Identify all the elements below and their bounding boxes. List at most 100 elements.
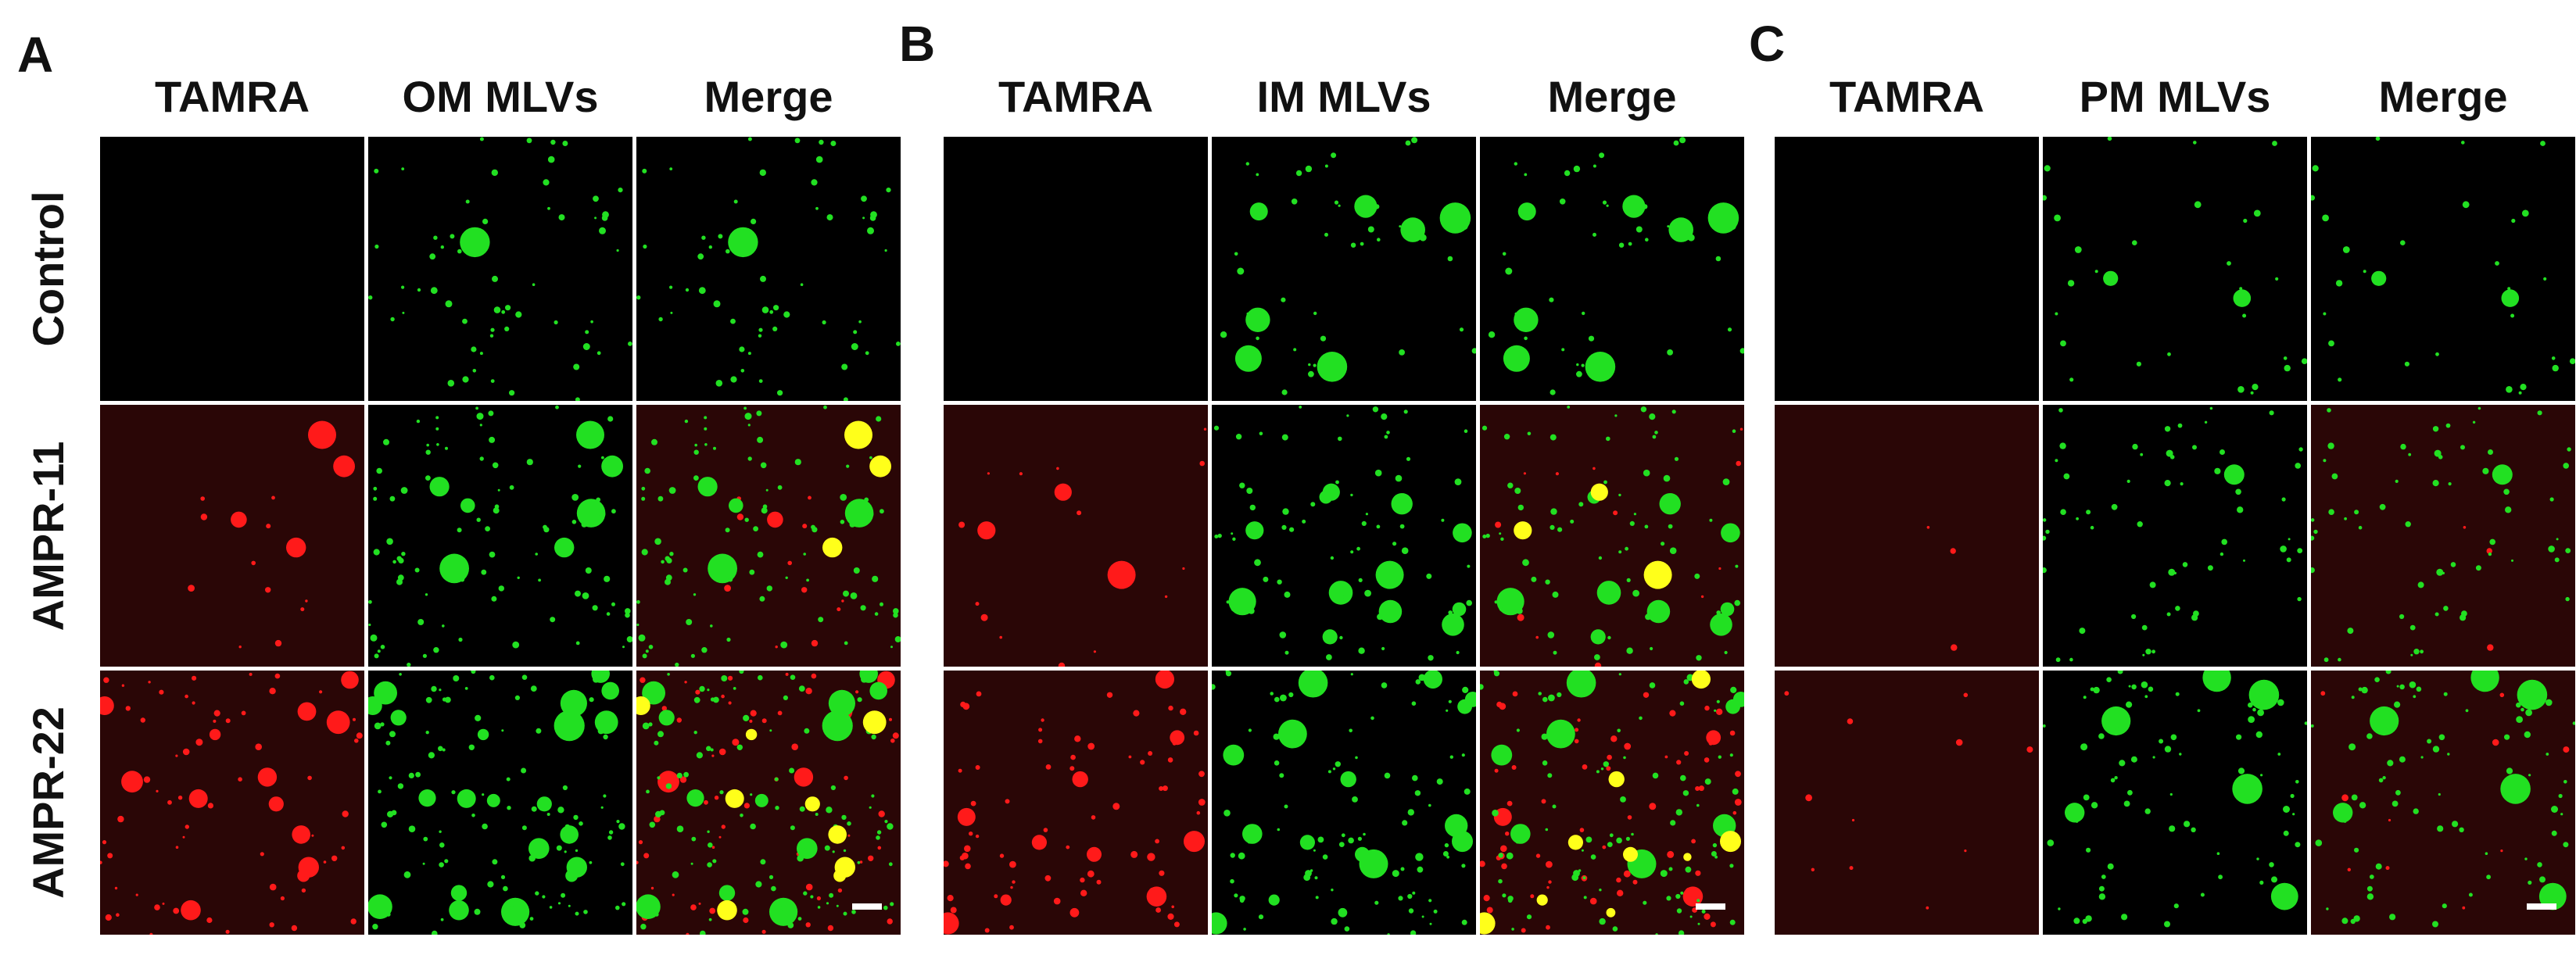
mlv-spot — [1338, 436, 1342, 442]
mlv-spot — [1230, 878, 1234, 884]
mlv-spot — [487, 881, 494, 888]
mlv-spot — [2216, 852, 2220, 855]
mlv-spot — [2283, 356, 2288, 360]
mlv-spot — [436, 443, 439, 446]
micrograph — [2311, 405, 2575, 667]
mlv-spot — [1358, 578, 1363, 582]
mlv-spot — [2269, 682, 2273, 687]
tamra-spot — [721, 824, 726, 829]
mlv-spot — [1277, 579, 1282, 585]
tamra-spot — [308, 420, 336, 449]
tamra-spot — [2026, 746, 2033, 753]
mlv-spot — [1313, 311, 1317, 316]
mlv-spot — [1632, 589, 1639, 597]
colocalized-spot — [869, 455, 891, 478]
mlv-spot — [2221, 538, 2227, 545]
tamra-spot — [1708, 741, 1713, 746]
mlv-spot — [1683, 679, 1689, 685]
mlv-spot — [1492, 810, 1499, 817]
mlv-spot — [2123, 800, 2130, 807]
mlv-spot — [636, 894, 661, 919]
tamra-spot — [1167, 913, 1174, 920]
mlv-spot — [529, 917, 534, 921]
tamra-spot — [805, 922, 811, 928]
mlv-spot — [2184, 821, 2191, 828]
mlv-spot — [1245, 521, 1264, 540]
tamra-spot — [1494, 768, 1499, 773]
mlv-spot — [2556, 538, 2559, 541]
tamra-spot — [225, 718, 231, 724]
mlv-spot — [2558, 793, 2563, 799]
mlv-spot — [1673, 140, 1679, 146]
mlv-spot — [2257, 709, 2264, 717]
mlv-spot — [849, 521, 855, 528]
mlv-spot — [2537, 410, 2542, 416]
mlv-spot — [1482, 535, 1487, 538]
mlv-spot — [2548, 545, 2555, 553]
mlv-spot — [622, 902, 626, 907]
mlv-spot — [575, 590, 581, 597]
tamra-spot — [1735, 771, 1741, 778]
mlv-spot — [739, 671, 744, 674]
mlv-spot — [501, 897, 530, 926]
mlv-spot — [390, 710, 407, 726]
mlv-spot — [851, 910, 856, 914]
image-tile-merge-ampr-11 — [2311, 405, 2575, 667]
tamra-spot — [1546, 860, 1553, 868]
mlv-spot — [2347, 628, 2354, 635]
mlv-spot — [2331, 473, 2338, 480]
mlv-spot — [374, 244, 379, 249]
micrograph — [2311, 671, 2575, 935]
mlv-spot — [2506, 386, 2513, 393]
mlv-spot — [1377, 613, 1384, 621]
mlv-spot — [1710, 613, 1732, 636]
mlv-spot — [1545, 579, 1550, 585]
tamra-spot — [750, 710, 757, 717]
mlv-spot — [636, 599, 640, 604]
mlv-spot — [2366, 885, 2373, 892]
mlv-spot — [1678, 930, 1685, 935]
mlv-spot — [2054, 214, 2061, 222]
mlv-spot — [693, 593, 697, 596]
tamra-spot — [1710, 921, 1716, 928]
mlv-spot — [402, 311, 405, 314]
mlv-spot — [2292, 813, 2295, 816]
mlv-spot — [1370, 716, 1374, 721]
mlv-spot — [2107, 863, 2114, 870]
mlv-spot — [493, 507, 500, 514]
tamra-spot — [1784, 691, 1790, 696]
mlv-spot — [828, 689, 855, 717]
mlv-spot — [642, 168, 647, 173]
tamra-spot — [167, 799, 172, 805]
mlv-spot — [2389, 914, 2396, 921]
tamra-spot — [1107, 560, 1136, 589]
mlv-spot — [777, 907, 783, 912]
mlv-spot — [2506, 767, 2513, 774]
mlv-spot — [1279, 773, 1284, 778]
tamra-spot — [711, 754, 715, 757]
mlv-spot — [489, 436, 496, 443]
mlv-spot — [2280, 545, 2287, 553]
mlv-spot — [672, 871, 679, 878]
mlv-spot — [616, 820, 620, 824]
mlv-spot — [2311, 195, 2315, 201]
mlv-spot — [2399, 756, 2406, 763]
mlv-spot — [2394, 701, 2401, 708]
mlv-spot — [749, 569, 755, 575]
mlv-spot — [1502, 893, 1507, 898]
mlv-spot — [2227, 261, 2231, 266]
mlv-spot — [794, 138, 801, 144]
mlv-spot — [1395, 474, 1403, 482]
mlv-spot — [1412, 891, 1416, 895]
mlv-spot — [2286, 557, 2291, 563]
tamra-spot — [736, 513, 744, 520]
mlv-spot — [471, 814, 475, 817]
micrograph — [2043, 405, 2307, 667]
mlv-spot — [676, 825, 684, 832]
mlv-spot — [1414, 790, 1421, 796]
image-tile-tamra-control — [100, 137, 364, 401]
mlv-spot — [2114, 776, 2118, 780]
tamra-spot — [105, 914, 112, 921]
mlv-spot — [514, 695, 520, 700]
tamra-spot — [356, 732, 363, 739]
